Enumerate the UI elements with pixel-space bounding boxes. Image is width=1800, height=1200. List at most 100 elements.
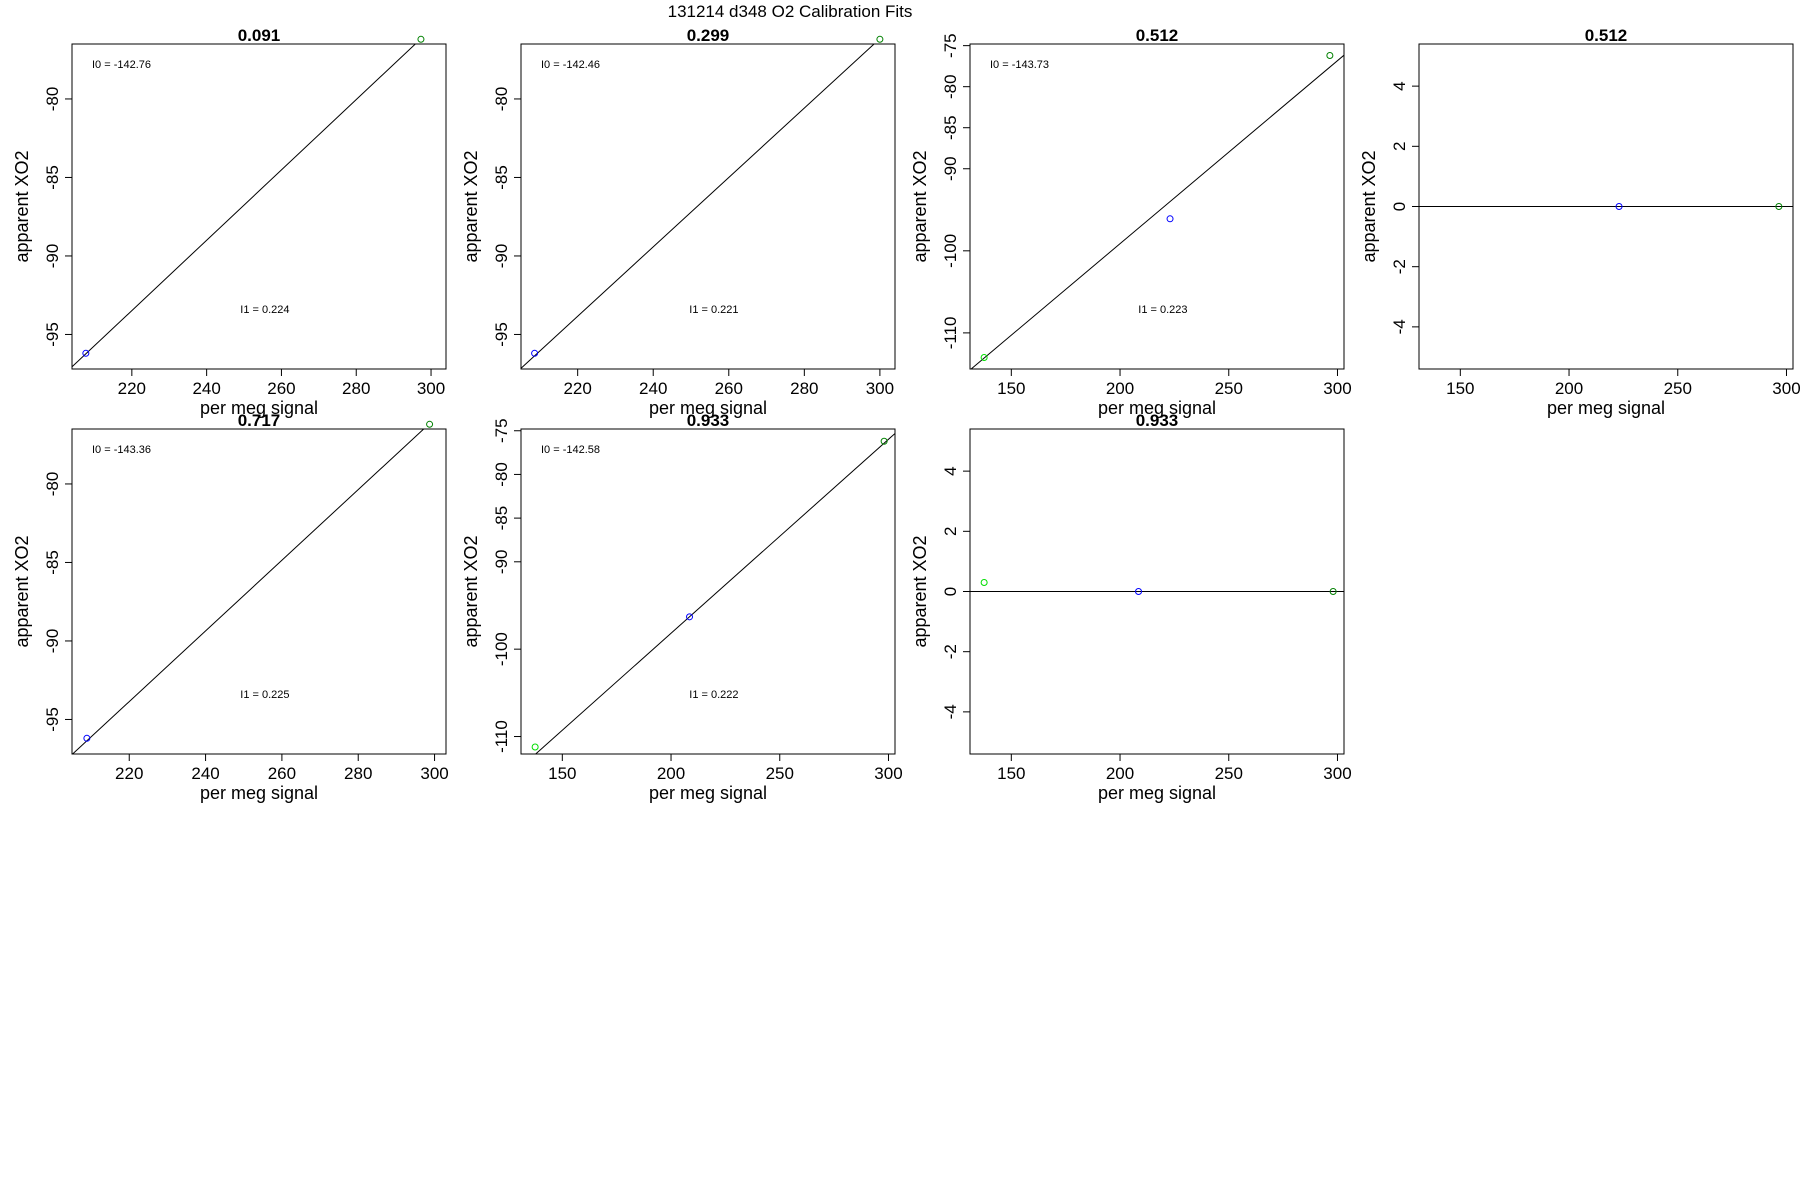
x-tick-label: 250 — [1215, 764, 1243, 783]
y-tick-label: -85 — [43, 550, 62, 575]
x-tick-label: 300 — [874, 764, 902, 783]
x-tick-label: 240 — [192, 379, 220, 398]
y-tick-label: -100 — [492, 632, 511, 666]
y-tick-label: -90 — [43, 629, 62, 654]
x-tick-label: 150 — [997, 379, 1025, 398]
intercept-annotation: I0 = -143.36 — [92, 444, 151, 456]
fit-line — [72, 429, 425, 754]
y-tick-label: -85 — [941, 115, 960, 140]
y-tick-label: -100 — [941, 234, 960, 268]
data-point — [417, 35, 425, 43]
data-point — [531, 743, 539, 751]
x-tick-label: 240 — [191, 764, 219, 783]
data-point — [426, 420, 434, 428]
y-tick-label: -95 — [43, 322, 62, 347]
x-tick-label: 150 — [997, 764, 1025, 783]
x-tick-label: 260 — [715, 379, 743, 398]
slope-annotation: I1 = 0.223 — [1138, 304, 1187, 316]
y-tick-label: -90 — [43, 244, 62, 269]
x-tick-label: 250 — [1664, 379, 1692, 398]
panel-title: 0.933 — [1136, 411, 1179, 430]
fit-line — [521, 44, 875, 369]
x-tick-label: 240 — [639, 379, 667, 398]
y-tick-label: 4 — [941, 466, 960, 475]
data-point — [876, 35, 884, 43]
x-tick-label: 300 — [1323, 379, 1351, 398]
data-point — [880, 437, 888, 445]
y-tick-label: -80 — [941, 74, 960, 99]
panel-4: 0.512 150 200 250 300 per meg signal -4 -2 0 2 4 ap… — [1359, 26, 1800, 418]
y-tick-label: 2 — [1390, 142, 1409, 151]
y-tick-label: 0 — [1390, 202, 1409, 211]
data-point — [1615, 203, 1623, 210]
y-tick-label: -75 — [941, 33, 960, 58]
intercept-annotation: I0 = -142.76 — [92, 59, 151, 71]
data-point — [82, 349, 90, 357]
x-tick-label: 300 — [866, 379, 894, 398]
y-tick-label: -4 — [941, 704, 960, 719]
data-point — [1775, 203, 1783, 210]
x-axis-label: per meg signal — [1547, 398, 1665, 418]
x-tick-label: 300 — [417, 379, 445, 398]
plot-frame — [969, 43, 1345, 370]
slope-annotation: I1 = 0.222 — [689, 689, 738, 701]
plot-frame — [520, 43, 896, 370]
slope-annotation: I1 = 0.224 — [240, 304, 289, 316]
plot-frame — [520, 428, 896, 755]
y-tick-label: -80 — [492, 87, 511, 112]
x-tick-label: 220 — [118, 379, 146, 398]
y-tick-label: -80 — [43, 472, 62, 497]
data-point — [980, 354, 988, 362]
x-tick-label: 220 — [563, 379, 591, 398]
plot-frame — [71, 428, 447, 755]
x-tick-label: 200 — [1555, 379, 1583, 398]
x-tick-label: 150 — [548, 764, 576, 783]
intercept-annotation: I0 = -142.46 — [541, 59, 600, 71]
x-axis-label: per meg signal — [1098, 783, 1216, 803]
data-point — [1135, 588, 1143, 595]
y-tick-label: -110 — [492, 720, 511, 753]
panel-7: 0.933 150 200 250 300 per meg signal -4 -2 0 2 4 ap… — [910, 411, 1352, 803]
slope-annotation: I1 = 0.225 — [240, 689, 289, 701]
y-tick-label: -4 — [1390, 319, 1409, 334]
y-axis-label: apparent XO2 — [461, 150, 481, 262]
x-tick-label: 200 — [657, 764, 685, 783]
panel-title: 0.512 — [1136, 26, 1179, 45]
panel-title: 0.512 — [1585, 26, 1628, 45]
y-tick-label: -90 — [492, 550, 511, 575]
y-axis-label: apparent XO2 — [12, 150, 32, 262]
panel-3: 0.512 150 200 250 300 per meg signal -110 -100 -… — [910, 26, 1352, 418]
panel-title: 0.091 — [238, 26, 281, 45]
y-tick-label: -110 — [941, 317, 960, 350]
y-axis-label: apparent XO2 — [461, 535, 481, 647]
intercept-annotation: I0 = -143.73 — [990, 59, 1049, 71]
x-axis-label: per meg signal — [649, 783, 767, 803]
y-tick-label: 4 — [1390, 81, 1409, 90]
x-tick-label: 280 — [342, 379, 370, 398]
x-axis-label: per meg signal — [1098, 398, 1216, 418]
x-tick-label: 200 — [1106, 764, 1134, 783]
x-tick-label: 260 — [268, 764, 296, 783]
y-axis-label: apparent XO2 — [910, 535, 930, 647]
data-point — [686, 613, 694, 621]
y-tick-label: 2 — [941, 527, 960, 536]
x-tick-label: 220 — [115, 764, 143, 783]
y-tick-label: -85 — [492, 165, 511, 190]
x-tick-label: 300 — [1772, 379, 1800, 398]
x-tick-label: 300 — [420, 764, 448, 783]
x-tick-label: 250 — [766, 764, 794, 783]
fit-line — [970, 54, 1344, 369]
y-tick-label: -2 — [941, 644, 960, 659]
panel-title: 0.717 — [238, 411, 281, 430]
x-tick-label: 150 — [1446, 379, 1474, 398]
panel-2: 0.299 220 240 260 280 300 per meg signal -95 -90… — [461, 26, 896, 418]
intercept-annotation: I0 = -142.58 — [541, 444, 600, 456]
y-axis-label: apparent XO2 — [910, 150, 930, 262]
y-tick-label: -90 — [492, 244, 511, 269]
data-point — [980, 578, 988, 586]
x-tick-label: 200 — [1106, 379, 1134, 398]
panel-title: 0.933 — [687, 411, 730, 430]
fit-line — [534, 432, 895, 754]
data-point — [1166, 215, 1174, 223]
